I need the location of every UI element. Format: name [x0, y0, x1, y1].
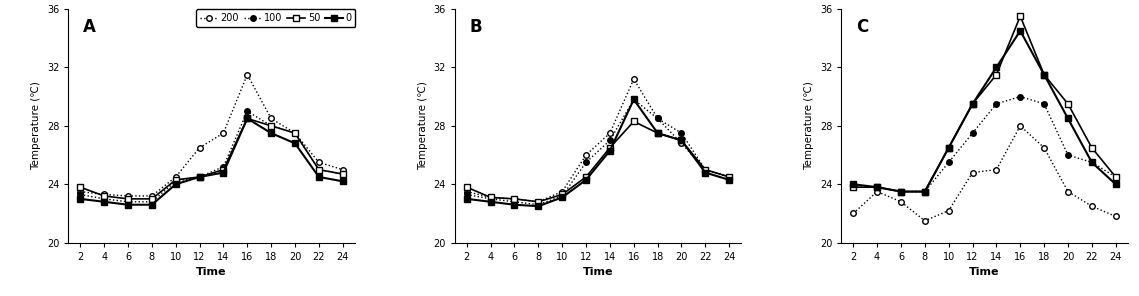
Y-axis label: Temperature (℃): Temperature (℃) [32, 81, 41, 170]
Text: B: B [469, 18, 482, 36]
Text: A: A [83, 18, 96, 36]
X-axis label: Time: Time [583, 267, 613, 277]
Y-axis label: Temperature (℃): Temperature (℃) [418, 81, 428, 170]
Text: C: C [855, 18, 868, 36]
X-axis label: Time: Time [196, 267, 227, 277]
Legend: 200, 100, 50, 0: 200, 100, 50, 0 [196, 9, 355, 27]
X-axis label: Time: Time [969, 267, 1000, 277]
Y-axis label: Temperature (℃): Temperature (℃) [804, 81, 814, 170]
